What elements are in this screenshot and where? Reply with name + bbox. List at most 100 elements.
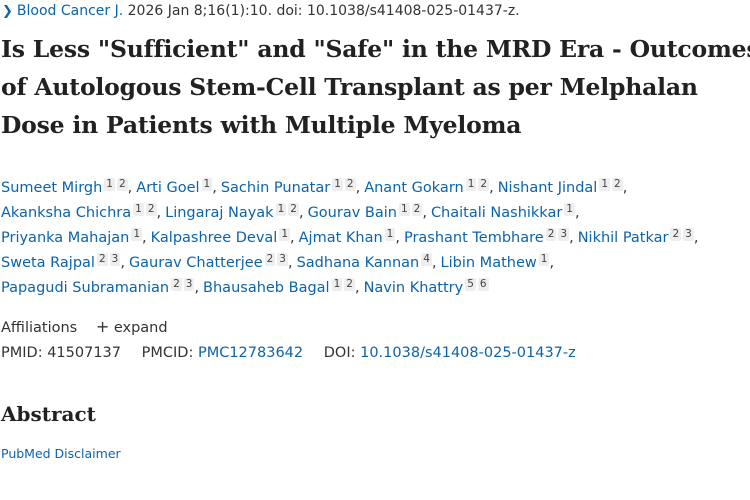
- affiliation-ref[interactable]: 2: [344, 278, 355, 291]
- affiliation-ref[interactable]: 2: [171, 278, 182, 291]
- author-link[interactable]: Chaitali Nashikkar: [430, 205, 563, 221]
- author: Anant Gokarn 1 2,: [364, 178, 498, 196]
- author: Sumeet Mirgh 1 2,: [1, 178, 136, 196]
- author-link[interactable]: Gaurav Chatterjee: [128, 255, 263, 271]
- pmcid-link[interactable]: PMC12783642: [197, 345, 304, 361]
- separator: ,: [120, 255, 125, 271]
- separator: ,: [622, 180, 628, 196]
- author: Gaurav Chatterjee 2 3,: [128, 253, 297, 271]
- affiliation-ref[interactable]: 1: [201, 178, 213, 191]
- affiliation-ref[interactable]: 1: [398, 203, 410, 216]
- separator: ,: [354, 280, 360, 296]
- author: Libin Mathew 1,: [440, 253, 559, 271]
- author: Chaitali Nashikkar 1,: [430, 203, 584, 221]
- affiliation-ref[interactable]: 2: [288, 203, 299, 216]
- affiliation-ref[interactable]: 2: [264, 253, 276, 266]
- article-title: Is Less "Sufficient" and "Safe" in the M…: [1, 35, 750, 139]
- separator: ,: [422, 205, 427, 221]
- affiliation-ref[interactable]: 2: [96, 253, 108, 266]
- identifiers: PMID: 41507137 PMCID: PMC12783642 DOI: 1…: [1, 345, 576, 361]
- author-link[interactable]: Navin Khattry: [363, 280, 464, 296]
- affiliation-ref[interactable]: 1: [465, 178, 477, 191]
- affiliation-ref[interactable]: 1: [538, 253, 550, 266]
- chevron-right-icon[interactable]: ❯: [2, 4, 13, 19]
- author-link[interactable]: Ajmat Khan: [298, 230, 383, 246]
- affiliation-ref[interactable]: 4: [421, 253, 432, 266]
- separator: ,: [127, 180, 133, 196]
- affiliation-ref[interactable]: 2: [612, 178, 623, 191]
- affiliation-ref[interactable]: 3: [109, 253, 121, 266]
- expand-button[interactable]: expand: [113, 320, 168, 336]
- affiliation-ref[interactable]: 1: [133, 203, 144, 216]
- author: Gourav Bain 1 2,: [307, 203, 431, 221]
- author-link[interactable]: Priyanka Mahajan: [1, 230, 130, 246]
- author-link[interactable]: Libin Mathew: [440, 255, 537, 271]
- author-link[interactable]: Prashant Tembhare: [403, 230, 544, 246]
- abstract-heading: Abstract: [1, 402, 96, 426]
- affiliation-ref[interactable]: 2: [344, 178, 356, 191]
- affiliations-row: Affiliations + expand: [1, 317, 168, 336]
- affiliation-ref[interactable]: 1: [131, 228, 143, 241]
- affiliation-ref[interactable]: 1: [384, 228, 396, 241]
- author-link[interactable]: Sachin Punatar: [220, 180, 331, 196]
- author-link[interactable]: Nikhil Patkar: [577, 230, 669, 246]
- author: Sweta Rajpal 2 3,: [1, 253, 129, 271]
- affiliation-ref[interactable]: 2: [145, 203, 157, 216]
- author-link[interactable]: Sumeet Mirgh: [1, 180, 103, 196]
- journal-link[interactable]: Blood Cancer J.: [16, 3, 124, 19]
- separator: ,: [194, 280, 200, 296]
- citation: ❯ Blood Cancer J. 2026 Jan 8;16(1):10. do…: [2, 3, 520, 19]
- author-link[interactable]: Kalpashree Deval: [150, 230, 278, 246]
- affiliation-ref[interactable]: 3: [183, 278, 195, 291]
- affiliation-ref[interactable]: 5: [465, 278, 476, 291]
- doi-label: DOI:: [323, 345, 356, 361]
- author: Lingaraj Nayak 1 2,: [165, 203, 307, 221]
- separator: ,: [574, 205, 580, 221]
- author-link[interactable]: Sadhana Kannan: [296, 255, 420, 271]
- author: Bhausaheb Bagal 1 2,: [203, 278, 364, 296]
- affiliation-ref[interactable]: 2: [545, 228, 557, 241]
- affiliation-ref[interactable]: 2: [116, 178, 128, 191]
- affiliation-ref[interactable]: 1: [104, 178, 115, 191]
- author-link[interactable]: Sweta Rajpal: [1, 255, 95, 271]
- author: Akanksha Chichra 1 2,: [1, 203, 165, 221]
- author-link[interactable]: Lingaraj Nayak: [165, 205, 274, 221]
- author: Ajmat Khan 1,: [298, 228, 404, 246]
- affiliation-ref[interactable]: 1: [564, 203, 575, 216]
- separator: ,: [693, 230, 699, 246]
- separator: ,: [287, 255, 293, 271]
- author-link[interactable]: Arti Goel: [136, 180, 200, 196]
- plus-icon[interactable]: +: [95, 317, 110, 336]
- author: Arti Goel 1,: [136, 178, 221, 196]
- separator: ,: [395, 230, 400, 246]
- affiliations-label: Affiliations: [1, 320, 78, 336]
- pmcid-label: PMCID:: [141, 345, 194, 361]
- author-list: Sumeet Mirgh 1 2, Arti Goel 1, Sachin Punatar…: [1, 176, 746, 301]
- affiliation-ref[interactable]: 2: [670, 228, 682, 241]
- doi-link[interactable]: 10.1038/s41408-025-01437-z: [360, 345, 576, 361]
- author: Nikhil Patkar 2 3,: [577, 228, 703, 246]
- author: Papagudi Subramanian 2 3,: [1, 278, 203, 296]
- author-link[interactable]: Nishant Jindal: [497, 180, 598, 196]
- affiliation-ref[interactable]: 1: [331, 278, 343, 291]
- affiliation-ref[interactable]: 6: [477, 278, 489, 291]
- affiliation-ref[interactable]: 1: [332, 178, 343, 191]
- separator: ,: [489, 180, 494, 196]
- author-link[interactable]: Anant Gokarn: [364, 180, 464, 196]
- pmid-value: 41507137: [47, 345, 122, 361]
- pubmed-disclaimer-link[interactable]: PubMed Disclaimer: [1, 446, 121, 461]
- affiliation-ref[interactable]: 2: [478, 178, 490, 191]
- author-link[interactable]: Akanksha Chichra: [1, 205, 132, 221]
- author-link[interactable]: Papagudi Subramanian: [1, 280, 170, 296]
- affiliation-ref[interactable]: 1: [279, 228, 291, 241]
- affiliation-ref[interactable]: 2: [411, 203, 423, 216]
- author-link[interactable]: Gourav Bain: [307, 205, 397, 221]
- affiliation-ref[interactable]: 3: [277, 253, 288, 266]
- affiliation-ref[interactable]: 3: [683, 228, 694, 241]
- affiliation-ref[interactable]: 3: [558, 228, 570, 241]
- affiliation-ref[interactable]: 1: [599, 178, 610, 191]
- affiliation-ref[interactable]: 1: [275, 203, 287, 216]
- author-link[interactable]: Bhausaheb Bagal: [203, 280, 330, 296]
- separator: ,: [298, 205, 304, 221]
- author: Prashant Tembhare 2 3,: [403, 228, 578, 246]
